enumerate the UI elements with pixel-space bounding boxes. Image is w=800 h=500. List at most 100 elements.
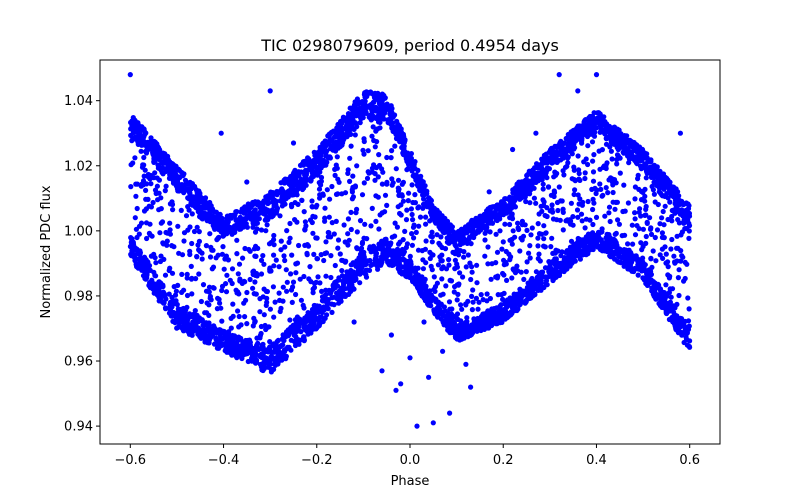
data-point	[332, 262, 338, 269]
data-point	[615, 258, 621, 264]
data-point	[675, 275, 682, 281]
data-point	[161, 256, 167, 262]
data-point	[485, 261, 491, 267]
data-point	[452, 284, 458, 290]
data-point	[329, 137, 335, 143]
data-point	[547, 208, 553, 214]
data-point	[154, 151, 160, 157]
data-point	[315, 274, 321, 280]
data-point	[258, 227, 265, 233]
data-point	[402, 138, 408, 144]
data-point	[168, 305, 174, 311]
data-point	[235, 308, 241, 314]
data-point	[128, 126, 134, 132]
data-point	[639, 247, 645, 253]
data-point	[508, 195, 514, 201]
data-point	[434, 232, 440, 238]
data-point	[522, 222, 528, 228]
data-point	[184, 271, 190, 277]
data-point	[327, 155, 333, 161]
data-point	[598, 237, 604, 243]
data-point	[268, 369, 274, 375]
data-point	[664, 310, 670, 317]
data-point	[285, 329, 291, 335]
data-point	[423, 214, 429, 220]
data-point	[163, 296, 169, 302]
data-point	[449, 306, 455, 312]
data-point	[398, 202, 404, 208]
data-point	[655, 201, 661, 208]
data-point	[304, 242, 310, 248]
data-point	[345, 167, 351, 173]
data-point	[550, 250, 556, 256]
data-point	[230, 313, 236, 319]
data-point	[199, 256, 205, 262]
data-point	[400, 198, 406, 204]
data-point	[403, 244, 409, 250]
data-point	[184, 292, 191, 299]
data-point	[402, 228, 408, 234]
data-point	[547, 263, 553, 269]
data-point	[509, 213, 515, 219]
data-point	[660, 208, 666, 215]
data-point	[270, 284, 276, 290]
data-point	[668, 305, 674, 311]
data-point	[458, 302, 464, 308]
data-point	[510, 228, 516, 234]
data-point	[577, 123, 583, 129]
data-point	[555, 248, 561, 254]
data-point	[283, 346, 289, 352]
data-point	[477, 322, 483, 328]
data-point	[529, 170, 535, 176]
data-point	[266, 241, 273, 247]
data-point	[188, 322, 194, 328]
data-point	[189, 240, 195, 247]
data-point	[214, 237, 220, 243]
data-point	[568, 238, 575, 244]
data-point	[146, 230, 152, 236]
data-point	[399, 246, 406, 253]
data-point	[388, 120, 394, 126]
data-point	[540, 181, 546, 187]
data-point	[463, 264, 469, 270]
data-point	[289, 204, 295, 210]
data-point	[298, 297, 304, 303]
data-point	[652, 295, 658, 301]
data-point	[369, 108, 375, 114]
data-point	[651, 191, 658, 197]
data-point	[287, 220, 293, 227]
data-point	[224, 215, 230, 221]
data-point	[273, 202, 279, 209]
data-point	[163, 306, 169, 312]
data-point	[227, 277, 233, 283]
data-point	[324, 187, 330, 193]
data-point	[469, 269, 475, 275]
data-point	[461, 254, 467, 260]
data-point	[614, 143, 620, 149]
data-point	[184, 275, 190, 281]
data-point	[217, 300, 223, 306]
data-point	[150, 199, 156, 206]
data-point	[333, 148, 339, 154]
data-point	[139, 164, 146, 170]
data-point	[350, 173, 356, 179]
data-point	[373, 250, 380, 256]
data-point	[241, 221, 248, 227]
data-point	[409, 168, 415, 174]
data-point	[260, 253, 266, 259]
data-point	[195, 206, 201, 212]
data-point	[183, 213, 190, 219]
data-point	[354, 163, 360, 169]
data-point	[554, 158, 560, 164]
data-point	[143, 220, 150, 226]
data-point	[130, 118, 136, 124]
data-point	[360, 115, 366, 121]
data-point	[297, 316, 303, 322]
data-point	[412, 281, 419, 287]
data-point	[407, 253, 413, 259]
data-point	[538, 165, 544, 171]
data-point	[277, 213, 283, 219]
data-point	[652, 234, 658, 241]
data-point	[362, 94, 368, 100]
data-point	[363, 272, 369, 278]
